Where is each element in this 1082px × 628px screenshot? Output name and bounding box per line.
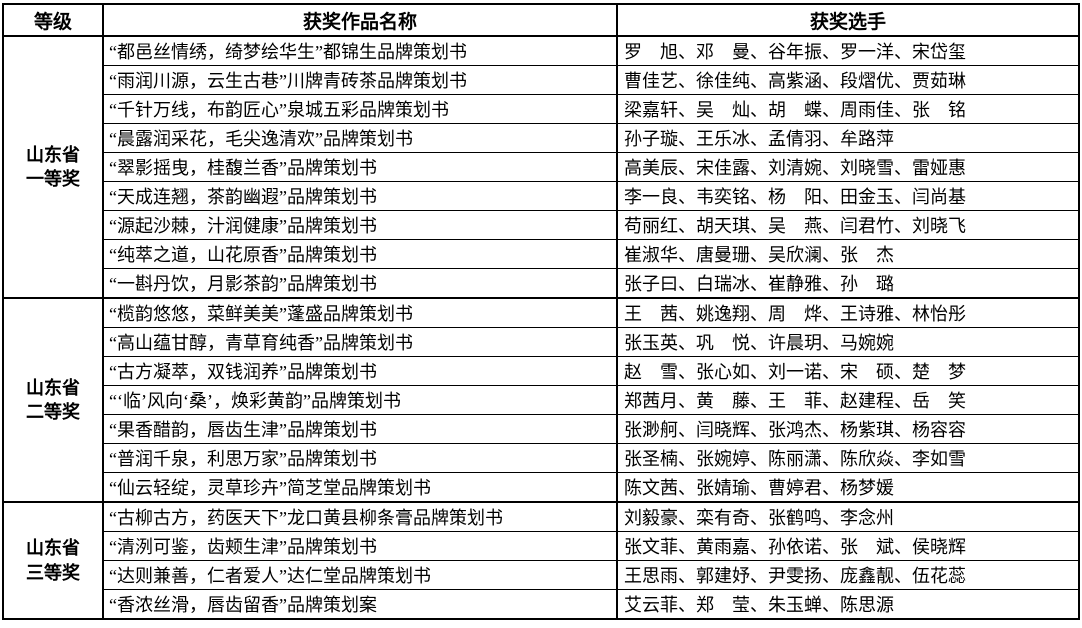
winners-cell: 曹佳艺、徐佳纯、高紫涵、段熠优、贾茹琳 [616,65,1080,95]
table-row: “千针万线，布韵匠心”泉城五彩品牌策划书 梁嘉轩、吴 灿、胡 蝶、周雨佳、张 铭 [3,94,1080,124]
winners-cell: 艾云菲、郑 莹、朱玉蝉、陈思源 [616,589,1080,620]
winners-cell: 张渺舸、闫晓辉、张鸿杰、杨紫琪、杨容容 [616,414,1080,444]
table-row: 山东省 二等奖 “榄韵悠悠，菜鲜美美”蓬盛品牌策划书王 茜、姚逸翔、周 烨、王诗雅、… [2,297,1080,503]
table-row: “雨润川源，云生古巷”川牌青砖茶品牌策划书 曹佳艺、徐佳纯、高紫涵、段熠优、贾茹琳 [3,65,1080,95]
work-cell: “雨润川源，云生古巷”川牌青砖茶品牌策划书 [102,65,618,95]
grade-cell: 山东省 三等奖 [2,501,104,620]
grade-line: 二等奖 [26,402,80,422]
grade-line: 三等奖 [26,562,80,583]
winners-cell: 张子曰、白瑞冰、崔静雅、孙 璐 [616,268,1080,299]
winners-cell: 陈文茜、张婧瑜、曹婷君、杨梦媛 [616,472,1080,503]
header-grade: 等级 [2,3,104,37]
winners-cell: 王 茜、姚逸翔、周 烨、王诗雅、林怡彤 [616,297,1080,328]
table-body: 山东省 一等奖 “都邑丝情绣，绮梦绘华生”都锦生品牌策划书罗 旭、邓 曼、谷年振、罗… [2,35,1080,620]
work-cell: “仙云轻绽，灵草珍卉”简芝堂品牌策划书 [102,472,618,503]
work-cell: “‘临’风向‘桑’，焕彩黄韵”品牌策划书 [102,385,618,415]
table-row: “天成连翘，茶韵幽遐”品牌策划书 李一良、韦奕铭、杨 阳、田金玉、闫尚基 [3,181,1080,211]
grade-line: 一等奖 [26,169,80,189]
work-cell: “古方凝萃，双钱润养”品牌策划书 [102,356,618,386]
work-cell: “达则兼善，仁者爱人”达仁堂品牌策划书 [102,560,618,590]
header-winners: 获奖选手 [616,3,1080,37]
winners-cell: 张圣楠、张婉婷、陈丽潇、陈欣焱、李如雪 [616,443,1080,473]
winners-cell: 苟丽红、胡天琪、吴 燕、闫君竹、刘晓飞 [616,210,1080,240]
work-cell: “一斟丹饮，月影茶韵”品牌策划书 [102,268,618,299]
work-cell: “晨露润采花，毛尖逸清欢”品牌策划书 [102,123,618,153]
work-cell: “千针万线，布韵匠心”泉城五彩品牌策划书 [102,94,618,124]
grade-line: 山东省 [26,538,80,559]
winners-cell: 郑茜月、黄 藤、王 菲、赵建程、岳 笑 [616,385,1080,415]
table-row: 山东省 一等奖 “都邑丝情绣，绮梦绘华生”都锦生品牌策划书罗 旭、邓 曼、谷年振、罗… [2,35,1080,299]
winners-cell: 梁嘉轩、吴 灿、胡 蝶、周雨佳、张 铭 [616,94,1080,124]
winners-cell: 王思雨、郭建妤、尹雯扬、庞鑫靓、伍花蕊 [616,560,1080,590]
winners-cell: 孙子璇、王乐冰、孟倩羽、牟路萍 [616,123,1080,153]
work-cell: “清洌可鉴，齿颊生津”品牌策划书 [102,531,618,561]
winners-cell: 张文菲、黄雨嘉、孙依诺、张 斌、侯晓辉 [616,531,1080,561]
work-cell: “高山蕴甘醇，青草育纯香”品牌策划书 [102,327,618,357]
grade-cell: 山东省 二等奖 [2,297,104,503]
table-row: “仙云轻绽，灵草珍卉”简芝堂品牌策划书 陈文茜、张婧瑜、曹婷君、杨梦媛 [3,472,1080,503]
table-row: “古方凝萃，双钱润养”品牌策划书赵 雪、张心如、刘一诺、宋 硕、楚 梦 [3,356,1080,386]
grade-line: 山东省 [26,144,80,165]
work-cell: “都邑丝情绣，绮梦绘华生”都锦生品牌策划书 [102,35,618,66]
table-row: “晨露润采花，毛尖逸清欢”品牌策划书 孙子璇、王乐冰、孟倩羽、牟路萍 [3,123,1080,153]
work-cell: “果香醋韵，唇齿生津”品牌策划书 [102,414,618,444]
table-row: “清洌可鉴，齿颊生津”品牌策划书 张文菲、黄雨嘉、孙依诺、张 斌、侯晓辉 [3,531,1080,561]
table-row: “‘临’风向‘桑’，焕彩黄韵”品牌策划书 郑茜月、黄 藤、王 菲、赵建程、岳 笑 [3,385,1080,415]
table-row: “源起沙棘，汁润健康”品牌策划书 苟丽红、胡天琪、吴 燕、闫君竹、刘晓飞 [3,210,1080,240]
winners-cell: 罗 旭、邓 曼、谷年振、罗一洋、宋岱玺 [616,35,1080,66]
table-row: “纯萃之道，山花原香”品牌策划书 崔淑华、唐曼珊、吴欣澜、张 杰 [3,239,1080,269]
table-row: “香浓丝滑，唇齿留香”品牌策划案 艾云菲、郑 莹、朱玉蝉、陈思源 [3,589,1080,620]
winners-cell: 刘毅豪、栾有奇、张鹤鸣、李念州 [616,501,1080,532]
table-header: 等级 获奖作品名称 获奖选手 [2,3,1080,37]
table-row: “翠影摇曳，桂馥兰香”品牌策划书 高美辰、宋佳露、刘清婉、刘晓雪、雷娅惠 [3,152,1080,182]
grade-line: 山东省 [26,377,80,398]
work-cell: “翠影摇曳，桂馥兰香”品牌策划书 [102,152,618,182]
winners-cell: 李一良、韦奕铭、杨 阳、田金玉、闫尚基 [616,181,1080,211]
work-cell: “天成连翘，茶韵幽遐”品牌策划书 [102,181,618,211]
winners-cell: 张玉英、巩 悦、许晨玥、马婉婉 [616,327,1080,357]
work-cell: “香浓丝滑，唇齿留香”品牌策划案 [102,589,618,620]
work-cell: “纯萃之道，山花原香”品牌策划书 [102,239,618,269]
table-row: “高山蕴甘醇，青草育纯香”品牌策划书 张玉英、巩 悦、许晨玥、马婉婉 [3,327,1080,357]
header-work: 获奖作品名称 [102,3,618,37]
winners-cell: 赵 雪、张心如、刘一诺、宋 硕、楚 梦 [616,356,1080,386]
work-cell: “榄韵悠悠，菜鲜美美”蓬盛品牌策划书 [102,297,618,328]
header-row: 等级 获奖作品名称 获奖选手 [2,3,1080,37]
table-row: “一斟丹饮，月影茶韵”品牌策划书 张子曰、白瑞冰、崔静雅、孙 璐 [3,268,1080,299]
winners-cell: 崔淑华、唐曼珊、吴欣澜、张 杰 [616,239,1080,269]
work-cell: “源起沙棘，汁润健康”品牌策划书 [102,210,618,240]
work-cell: “古柳古方，药医天下”龙口黄县柳条膏品牌策划书 [102,501,618,532]
work-cell: “普润千泉，利思万家”品牌策划书 [102,443,618,473]
table-row: “达则兼善，仁者爱人”达仁堂品牌策划书 王思雨、郭建妤、尹雯扬、庞鑫靓、伍花蕊 [3,560,1080,590]
table-row: “普润千泉，利思万家”品牌策划书 张圣楠、张婉婷、陈丽潇、陈欣焱、李如雪 [3,443,1080,473]
grade-cell: 山东省 一等奖 [2,35,104,299]
winners-cell: 高美辰、宋佳露、刘清婉、刘晓雪、雷娅惠 [616,152,1080,182]
table-row: 山东省 三等奖 “古柳古方，药医天下”龙口黄县柳条膏品牌策划书 刘毅豪、栾有奇、张鹤鸣… [2,501,1080,620]
awards-table: 等级 获奖作品名称 获奖选手 山东省 一等奖 “都邑丝情绣，绮梦绘华生”都锦生品牌策… [2,3,1080,620]
table-row: “果香醋韵，唇齿生津”品牌策划书 张渺舸、闫晓辉、张鸿杰、杨紫琪、杨容容 [3,414,1080,444]
